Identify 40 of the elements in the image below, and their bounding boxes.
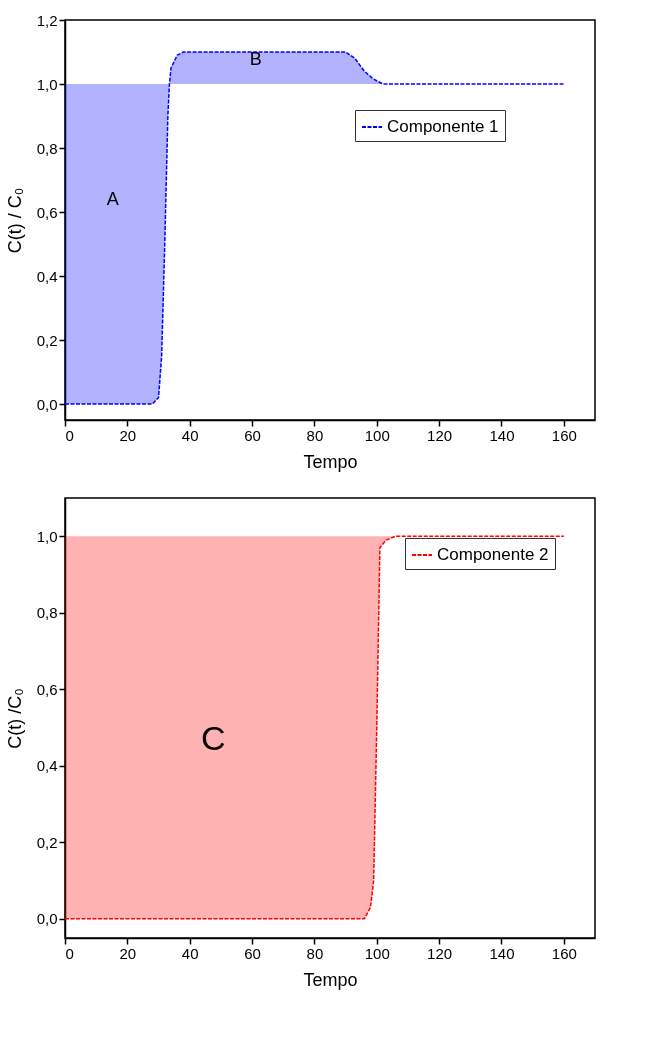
- x-axis-title: Tempo: [303, 969, 358, 990]
- y-tick-label: 0,4: [36, 757, 58, 775]
- x-tick-label: 160: [551, 426, 577, 444]
- y-tick-label: 0,4: [36, 267, 58, 285]
- x-axis-title: Tempo: [303, 451, 358, 472]
- x-tick-label: 140: [489, 426, 515, 444]
- legend-label: Componente 2: [437, 545, 549, 564]
- x-tick-label: 120: [427, 426, 453, 444]
- x-tick-label: 140: [489, 944, 515, 962]
- y-tick-label: 0,6: [36, 680, 58, 698]
- annotation: C: [201, 719, 226, 757]
- x-tick-label: 20: [119, 944, 137, 962]
- y-tick-label: 0,8: [36, 604, 58, 622]
- y-tick-label: 1,0: [36, 527, 58, 545]
- x-tick-label: 80: [306, 426, 324, 444]
- legend-label: Componente 1: [387, 117, 499, 136]
- x-tick-label: 120: [427, 944, 453, 962]
- y-axis-title: C(t) /C₀: [4, 688, 25, 749]
- x-tick-label: 100: [364, 426, 390, 444]
- annotation: B: [249, 49, 262, 69]
- y-tick-label: 1,0: [36, 75, 58, 93]
- x-tick-label: 40: [181, 426, 199, 444]
- y-tick-label: 0,6: [36, 203, 58, 221]
- y-tick-label: 0,0: [36, 910, 58, 928]
- x-tick-label: 100: [364, 944, 390, 962]
- x-tick-label: 80: [306, 944, 324, 962]
- x-tick-label: 60: [244, 944, 261, 962]
- x-tick-label: 20: [119, 426, 137, 444]
- y-tick-label: 1,2: [36, 11, 58, 29]
- annotation: A: [106, 189, 119, 209]
- x-tick-label: 160: [551, 944, 577, 962]
- y-tick-label: 0,8: [36, 139, 58, 157]
- y-axis-title: C(t) / C₀: [4, 187, 25, 254]
- y-tick-label: 0,2: [36, 331, 58, 349]
- y-tick-label: 0,2: [36, 833, 58, 851]
- x-tick-label: 40: [181, 944, 199, 962]
- y-tick-label: 0,0: [36, 395, 58, 413]
- x-tick-label: 0: [65, 426, 74, 444]
- x-tick-label: 60: [244, 426, 261, 444]
- x-tick-label: 0: [65, 944, 74, 962]
